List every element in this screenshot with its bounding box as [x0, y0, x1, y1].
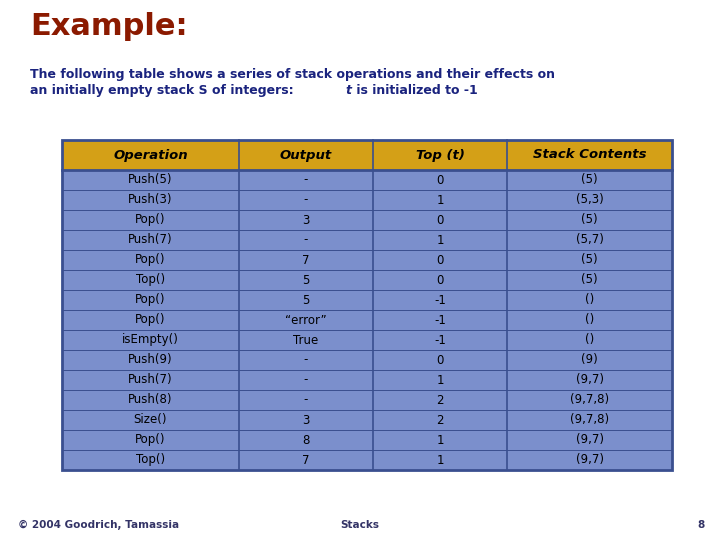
Text: -1: -1	[434, 294, 446, 307]
Text: Stacks: Stacks	[341, 520, 379, 530]
Text: Pop(): Pop()	[135, 434, 166, 447]
Text: 2: 2	[436, 414, 444, 427]
Bar	[62, 210, 672, 230]
Text: (9,7): (9,7)	[576, 434, 603, 447]
Text: True: True	[293, 334, 319, 347]
Text: Top (t): Top (t)	[415, 148, 464, 161]
Text: Stack Contents: Stack Contents	[533, 148, 647, 161]
Text: (9,7): (9,7)	[576, 374, 603, 387]
Text: Push(8): Push(8)	[128, 394, 173, 407]
Text: Operation: Operation	[113, 148, 188, 161]
Text: 5: 5	[302, 273, 310, 287]
Text: t: t	[345, 84, 351, 97]
Bar	[62, 140, 672, 170]
Text: -: -	[304, 233, 308, 246]
Text: (): ()	[585, 334, 594, 347]
Text: Push(7): Push(7)	[128, 233, 173, 246]
Text: (): ()	[585, 294, 594, 307]
Text: -: -	[304, 193, 308, 206]
Bar	[62, 250, 672, 270]
Text: 8: 8	[302, 434, 310, 447]
Text: 0: 0	[436, 213, 444, 226]
Bar	[62, 290, 672, 310]
Text: Pop(): Pop()	[135, 253, 166, 267]
Text: Pop(): Pop()	[135, 314, 166, 327]
Text: is initialized to -1: is initialized to -1	[352, 84, 478, 97]
Text: 2: 2	[436, 394, 444, 407]
Bar	[62, 410, 672, 430]
Text: The following table shows a series of stack operations and their effects on: The following table shows a series of st…	[30, 68, 555, 81]
Bar	[62, 330, 672, 350]
Text: Push(7): Push(7)	[128, 374, 173, 387]
Text: (9): (9)	[581, 354, 598, 367]
Text: 1: 1	[436, 454, 444, 467]
Bar	[62, 430, 672, 450]
Text: 1: 1	[436, 193, 444, 206]
Text: -: -	[304, 394, 308, 407]
Text: 1: 1	[436, 374, 444, 387]
Text: “error”: “error”	[285, 314, 327, 327]
Text: -1: -1	[434, 314, 446, 327]
Text: (9,7): (9,7)	[576, 454, 603, 467]
Text: Pop(): Pop()	[135, 213, 166, 226]
Text: 3: 3	[302, 213, 310, 226]
Text: Top(): Top()	[136, 454, 165, 467]
Text: (5): (5)	[581, 273, 598, 287]
Bar	[62, 170, 672, 190]
Bar	[62, 230, 672, 250]
Bar	[62, 450, 672, 470]
Text: 0: 0	[436, 354, 444, 367]
Text: 5: 5	[302, 294, 310, 307]
Text: 0: 0	[436, 253, 444, 267]
Text: Push(5): Push(5)	[128, 173, 173, 186]
Text: (5): (5)	[581, 213, 598, 226]
Text: (5,3): (5,3)	[576, 193, 603, 206]
Bar	[62, 370, 672, 390]
Text: Example:: Example:	[30, 12, 188, 41]
Text: 1: 1	[436, 434, 444, 447]
Text: Output: Output	[280, 148, 332, 161]
Bar	[62, 310, 672, 330]
Text: 8: 8	[698, 520, 705, 530]
Text: © 2004 Goodrich, Tamassia: © 2004 Goodrich, Tamassia	[18, 520, 179, 530]
Text: (9,7,8): (9,7,8)	[570, 394, 609, 407]
Bar	[62, 270, 672, 290]
Text: -: -	[304, 374, 308, 387]
Text: Size(): Size()	[134, 414, 167, 427]
Text: Push(3): Push(3)	[128, 193, 173, 206]
Text: Pop(): Pop()	[135, 294, 166, 307]
Text: 1: 1	[436, 233, 444, 246]
Text: 0: 0	[436, 173, 444, 186]
Text: (5): (5)	[581, 173, 598, 186]
Text: -: -	[304, 173, 308, 186]
Text: 7: 7	[302, 253, 310, 267]
Text: Top(): Top()	[136, 273, 165, 287]
Text: (9,7,8): (9,7,8)	[570, 414, 609, 427]
Bar	[62, 350, 672, 370]
Text: -: -	[304, 354, 308, 367]
Text: 3: 3	[302, 414, 310, 427]
Bar	[62, 140, 672, 470]
Text: (): ()	[585, 314, 594, 327]
Text: (5): (5)	[581, 253, 598, 267]
Bar	[62, 390, 672, 410]
Text: 0: 0	[436, 273, 444, 287]
Text: Push(9): Push(9)	[128, 354, 173, 367]
Text: 7: 7	[302, 454, 310, 467]
Text: -1: -1	[434, 334, 446, 347]
Text: (5,7): (5,7)	[576, 233, 603, 246]
Text: isEmpty(): isEmpty()	[122, 334, 179, 347]
Bar	[62, 190, 672, 210]
Text: an initially empty stack S of integers:: an initially empty stack S of integers:	[30, 84, 298, 97]
